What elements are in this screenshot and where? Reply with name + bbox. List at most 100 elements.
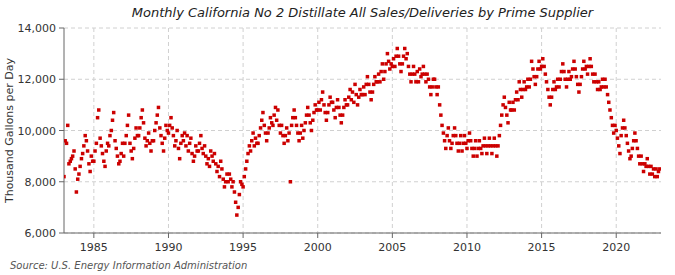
point — [537, 60, 541, 64]
point — [529, 78, 533, 82]
point — [445, 134, 449, 138]
point — [541, 57, 545, 61]
point — [346, 103, 350, 107]
point — [626, 142, 630, 146]
point — [297, 139, 301, 143]
point — [261, 111, 265, 115]
point — [429, 93, 433, 97]
y-axis-label: Thousand Gallons per Day — [3, 57, 16, 204]
point — [356, 103, 360, 107]
point — [636, 147, 640, 151]
point — [458, 142, 462, 146]
point — [320, 98, 324, 102]
point — [438, 103, 442, 107]
point — [500, 113, 504, 117]
point — [319, 108, 323, 112]
point — [223, 185, 227, 189]
y-tick-label: 8,000 — [25, 176, 57, 189]
point — [379, 70, 383, 74]
point — [302, 129, 306, 133]
point — [527, 85, 531, 89]
point — [86, 149, 90, 153]
point — [439, 113, 443, 117]
point — [304, 121, 308, 125]
point — [378, 80, 382, 84]
point — [544, 72, 548, 76]
point — [158, 126, 162, 130]
point — [593, 72, 597, 76]
point — [447, 126, 451, 130]
grid — [64, 28, 661, 233]
point — [178, 157, 182, 161]
point — [294, 116, 298, 120]
point — [174, 139, 178, 143]
point — [627, 149, 631, 153]
point — [110, 129, 114, 133]
x-grid-line — [243, 28, 244, 233]
point — [406, 52, 410, 56]
point — [373, 75, 377, 79]
y-tick — [59, 181, 64, 182]
point — [542, 65, 546, 69]
point — [215, 170, 219, 174]
point — [457, 149, 461, 153]
point — [503, 95, 507, 99]
point — [442, 131, 446, 135]
point — [570, 75, 574, 79]
point — [197, 149, 201, 153]
point — [248, 144, 252, 148]
point — [522, 80, 526, 84]
point — [75, 190, 79, 194]
x-tick — [168, 233, 169, 238]
point — [404, 57, 408, 61]
y-tick — [59, 130, 64, 131]
point — [182, 139, 186, 143]
point — [337, 106, 341, 110]
point — [471, 154, 475, 158]
point — [236, 206, 240, 210]
point — [440, 124, 444, 128]
point — [499, 124, 503, 128]
x-grid-line — [93, 28, 94, 233]
point — [149, 149, 153, 153]
point — [567, 70, 571, 74]
x-tick-label: 1985 — [80, 241, 108, 254]
point — [437, 85, 441, 89]
point — [184, 144, 188, 148]
point — [80, 157, 84, 161]
point — [399, 70, 403, 74]
point — [73, 167, 77, 171]
point — [603, 78, 607, 82]
point — [169, 116, 173, 120]
point — [459, 134, 463, 138]
x-tick-label: 2020 — [602, 241, 630, 254]
y-grid-line — [64, 233, 661, 234]
point — [504, 106, 508, 110]
point — [141, 108, 145, 112]
x-tick-label: 2015 — [528, 241, 556, 254]
y-tick — [59, 79, 64, 80]
point — [122, 154, 126, 158]
point — [300, 124, 304, 128]
point — [433, 78, 437, 82]
point — [546, 88, 550, 92]
point — [490, 152, 494, 156]
point — [282, 142, 286, 146]
point — [77, 172, 81, 176]
point — [311, 119, 315, 123]
title: Monthly California No 2 Distillate All S… — [132, 5, 595, 20]
point — [463, 134, 467, 138]
x-tick — [93, 233, 94, 238]
point — [496, 144, 500, 148]
point — [565, 85, 569, 89]
x-tick — [392, 233, 393, 238]
point — [123, 142, 127, 146]
point — [586, 72, 590, 76]
point — [495, 154, 499, 158]
point — [485, 152, 489, 156]
point — [118, 160, 122, 164]
point — [367, 83, 371, 87]
point — [257, 134, 261, 138]
point — [290, 124, 294, 128]
point — [617, 144, 621, 148]
